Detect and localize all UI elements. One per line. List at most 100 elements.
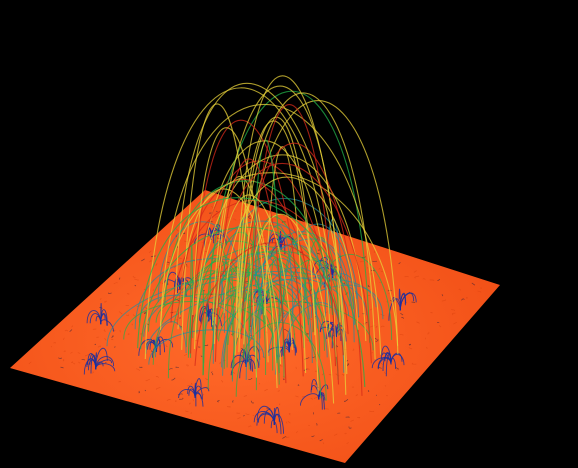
field-line [183, 240, 189, 243]
field-line [310, 397, 313, 400]
field-line [458, 288, 462, 291]
field-line [208, 212, 212, 214]
field-line [258, 382, 260, 385]
field-line [219, 361, 221, 365]
field-line [319, 439, 323, 442]
field-line [192, 127, 269, 363]
field-line [355, 394, 358, 397]
field-line [73, 362, 76, 365]
field-line [186, 264, 188, 266]
field-line [248, 139, 285, 359]
field-line [243, 395, 247, 397]
field-line [178, 389, 196, 399]
field-line [399, 292, 407, 311]
field-line [150, 255, 156, 258]
field-line [71, 325, 74, 328]
field-line [166, 263, 170, 266]
field-line [360, 260, 364, 263]
field-line [316, 423, 318, 426]
field-line [255, 273, 274, 391]
field-line [413, 270, 417, 273]
field-line [247, 425, 252, 428]
field-line [192, 398, 194, 402]
field-line [287, 421, 291, 424]
field-line [411, 362, 417, 365]
field-line [237, 417, 241, 420]
field-line [87, 353, 97, 370]
field-line [234, 228, 237, 231]
field-line [334, 433, 338, 436]
field-line [273, 407, 280, 426]
field-line [71, 361, 74, 363]
field-line [299, 393, 320, 406]
field-line [312, 253, 393, 341]
field-line [465, 297, 468, 300]
field-line [314, 370, 317, 373]
field-line [177, 179, 315, 333]
field-line [62, 359, 65, 362]
field-line [104, 300, 107, 303]
field-line [368, 273, 373, 275]
field-line [375, 325, 378, 329]
field-line [148, 259, 152, 263]
field-line [297, 384, 300, 386]
field-line [210, 205, 214, 208]
field-line [350, 419, 354, 422]
field-line [215, 210, 218, 212]
field-line [221, 380, 224, 383]
field-line [263, 146, 307, 374]
field-line [28, 361, 32, 365]
field-line [251, 231, 355, 343]
field-line [401, 317, 405, 319]
field-line [155, 376, 159, 378]
field-line [197, 346, 201, 348]
field-line [424, 337, 426, 340]
field-line [62, 337, 65, 340]
field-line [308, 317, 313, 320]
field-line [396, 369, 399, 371]
field-line [155, 386, 161, 390]
field-line [63, 350, 67, 353]
field-line [343, 399, 349, 402]
field-line [348, 426, 352, 429]
field-line [137, 197, 366, 388]
field-line [379, 403, 381, 406]
field-line [127, 333, 130, 335]
field-line [118, 311, 123, 315]
field-line [144, 87, 337, 360]
field-line [135, 368, 141, 371]
field-line [144, 389, 147, 392]
field-line [201, 232, 203, 234]
field-line [398, 262, 401, 265]
field-line [371, 357, 392, 369]
field-line [77, 352, 81, 354]
field-line [53, 342, 56, 344]
field-line [113, 346, 116, 348]
field-line [172, 274, 175, 276]
field-line [172, 311, 177, 313]
field-line [190, 412, 192, 414]
field-line [185, 410, 189, 412]
field-line [311, 435, 315, 438]
field-line [97, 345, 101, 348]
field-line [166, 261, 170, 264]
field-line [111, 335, 115, 339]
field-line [322, 442, 325, 445]
field-line [225, 216, 230, 219]
field-line [132, 275, 136, 278]
field-line [319, 256, 334, 278]
field-line [256, 406, 275, 426]
field-line [430, 311, 433, 314]
field-line [375, 339, 379, 342]
field-line [278, 403, 281, 406]
field-line [211, 373, 214, 376]
field-line [105, 361, 107, 364]
field-line [277, 390, 280, 392]
field-line [64, 329, 69, 332]
field-line [226, 207, 230, 210]
field-line [175, 366, 179, 369]
field-line [108, 292, 112, 294]
field-line [175, 82, 348, 375]
field-line [189, 402, 192, 405]
